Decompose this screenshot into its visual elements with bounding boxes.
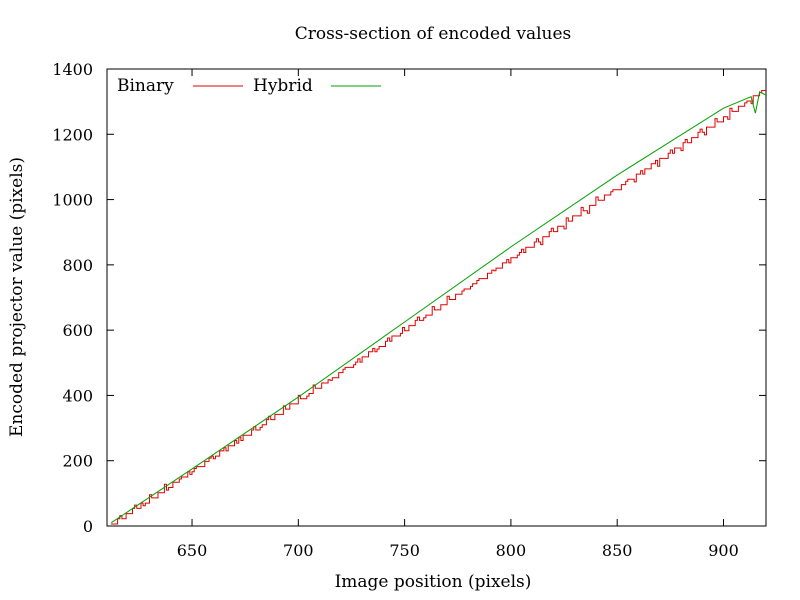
y-tick-label: 0 xyxy=(83,517,93,536)
legend: Binary Hybrid xyxy=(117,76,381,96)
x-tick-label: 750 xyxy=(389,541,420,560)
legend-label-hybrid: Hybrid xyxy=(253,76,313,96)
y-tick-label: 600 xyxy=(62,321,93,340)
series-layer xyxy=(110,90,767,525)
x-tick-label: 850 xyxy=(602,541,633,560)
y-tick-label: 1000 xyxy=(52,191,93,210)
y-tick-label: 200 xyxy=(62,452,93,471)
x-axis-ticks: 650 700 750 800 850 900 xyxy=(177,69,739,560)
x-axis-label: Image position (pixels) xyxy=(335,572,532,592)
x-tick-label: 700 xyxy=(283,541,314,560)
y-axis-ticks: 0 200 400 600 800 1000 1200 1400 xyxy=(52,60,766,536)
x-tick-label: 800 xyxy=(496,541,527,560)
chart-title: Cross-section of encoded values xyxy=(295,24,572,44)
x-tick-label: 900 xyxy=(708,541,739,560)
y-tick-label: 1400 xyxy=(52,60,93,79)
series-line-hybrid xyxy=(111,91,767,524)
legend-label-binary: Binary xyxy=(117,76,174,96)
series-line-binary xyxy=(110,90,766,525)
plot-area xyxy=(106,68,767,527)
plot-frame xyxy=(106,68,767,527)
y-tick-label: 800 xyxy=(62,256,93,275)
y-tick-label: 400 xyxy=(62,386,93,405)
y-tick-label: 1200 xyxy=(52,125,93,144)
y-axis-label: Encoded projector value (pixels) xyxy=(7,157,27,437)
x-tick-label: 650 xyxy=(177,541,208,560)
